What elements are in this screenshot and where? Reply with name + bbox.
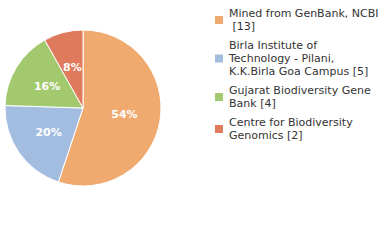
svg-text:Genomics [2]: Genomics [2] — [229, 129, 303, 142]
svg-text:[13]: [13] — [229, 20, 255, 33]
svg-text:Mined from GenBank, NCBI: Mined from GenBank, NCBI — [229, 7, 378, 20]
svg-text:Bank [4]: Bank [4] — [229, 97, 276, 110]
svg-text:Gujarat Biodiversity Gene: Gujarat Biodiversity Gene — [229, 84, 374, 97]
svg-text:8%: 8% — [63, 61, 82, 74]
svg-text:54%: 54% — [111, 108, 137, 121]
svg-text:Centre for Biodiversity: Centre for Biodiversity — [229, 116, 356, 129]
svg-text:Birla Institute of: Birla Institute of — [229, 39, 321, 52]
svg-text:20%: 20% — [35, 126, 61, 139]
svg-text:Technology - Pilani,: Technology - Pilani, — [228, 52, 338, 65]
svg-text:K.K.Birla Goa Campus [5]: K.K.Birla Goa Campus [5] — [229, 65, 368, 78]
svg-text:16%: 16% — [34, 80, 60, 93]
